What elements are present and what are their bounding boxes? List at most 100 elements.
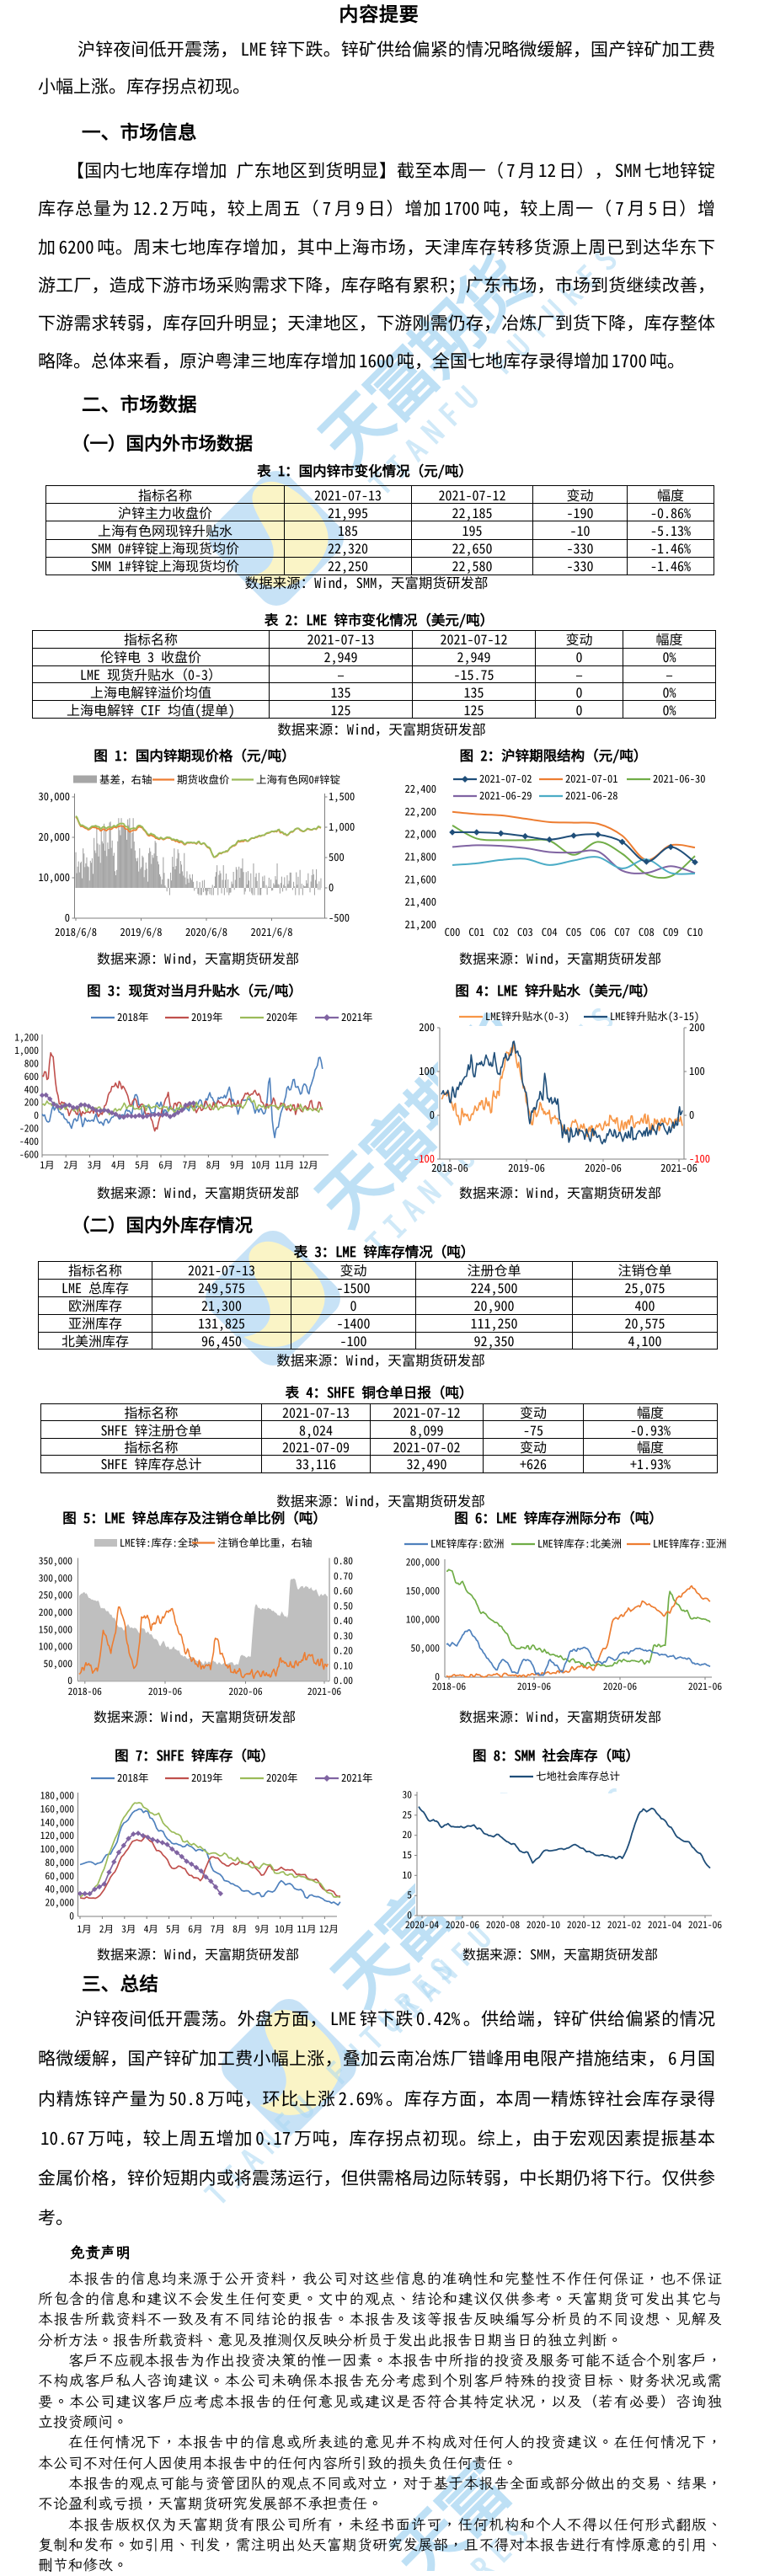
svg-text:800: 800 — [24, 1056, 39, 1070]
svg-text:2018年: 2018年 — [117, 1769, 149, 1785]
svg-text:2021-06: 2021-06 — [307, 1685, 341, 1698]
svg-text:基差，右轴: 基差，右轴 — [99, 771, 152, 787]
svg-text:1月: 1月 — [77, 1922, 91, 1936]
svg-text:图 6：LME 锌库存洲际分布（吨）: 图 6：LME 锌库存洲际分布（吨） — [454, 1507, 663, 1527]
svg-text:3月: 3月 — [121, 1922, 136, 1936]
svg-text:图 3：现货对当月升贴水（元/吨）: 图 3：现货对当月升贴水（元/吨） — [87, 980, 302, 1000]
svg-text:5月: 5月 — [135, 1158, 149, 1172]
svg-text:150,000: 150,000 — [39, 1622, 72, 1636]
svg-text:30: 30 — [403, 1788, 413, 1802]
svg-text:2020-06: 2020-06 — [603, 1680, 637, 1693]
svg-text:2018-06: 2018-06 — [68, 1685, 102, 1698]
svg-text:C01: C01 — [468, 923, 484, 939]
svg-text:200: 200 — [419, 1018, 435, 1034]
svg-text:20: 20 — [403, 1828, 413, 1841]
svg-text:2019-06: 2019-06 — [517, 1680, 551, 1693]
svg-text:C06: C06 — [590, 923, 606, 939]
svg-text:2018年: 2018年 — [117, 1008, 149, 1024]
svg-text:300,000: 300,000 — [39, 1571, 72, 1585]
svg-text:图 1：国内锌期现价格（元/吨）: 图 1：国内锌期现价格（元/吨） — [94, 745, 295, 765]
svg-text:8月: 8月 — [233, 1922, 247, 1936]
svg-text:40,000: 40,000 — [45, 1883, 75, 1896]
svg-text:C03: C03 — [517, 923, 533, 939]
svg-text:数据来源：SMM，天富期货研发部: 数据来源：SMM，天富期货研发部 — [462, 1943, 658, 1964]
svg-text:20,000: 20,000 — [45, 1896, 75, 1910]
svg-text:6月: 6月 — [158, 1158, 173, 1172]
svg-text:21,200: 21,200 — [404, 916, 436, 932]
svg-text:22,000: 22,000 — [404, 826, 436, 842]
svg-text:2月: 2月 — [64, 1158, 78, 1172]
svg-text:0: 0 — [430, 1106, 435, 1122]
svg-text:10月: 10月 — [251, 1158, 270, 1172]
svg-text:0: 0 — [329, 879, 334, 895]
svg-text:7月: 7月 — [183, 1158, 197, 1172]
svg-text:2021/6/8: 2021/6/8 — [250, 923, 292, 939]
svg-text:-600: -600 — [19, 1148, 39, 1162]
svg-text:2019年: 2019年 — [191, 1008, 223, 1024]
svg-text:500: 500 — [329, 848, 345, 864]
svg-text:期货收盘价: 期货收盘价 — [177, 771, 230, 787]
svg-text:22,200: 22,200 — [404, 803, 436, 819]
svg-text:80,000: 80,000 — [45, 1856, 75, 1869]
svg-text:数据来源：Wind，天富期货研发部: 数据来源：Wind，天富期货研发部 — [94, 1706, 296, 1726]
svg-text:140,000: 140,000 — [40, 1815, 74, 1829]
svg-text:9月: 9月 — [230, 1158, 244, 1172]
svg-text:C07: C07 — [614, 923, 630, 939]
svg-text:2020-12: 2020-12 — [567, 1918, 601, 1932]
svg-text:2020/6/8: 2020/6/8 — [185, 923, 227, 939]
svg-text:2019-06: 2019-06 — [148, 1685, 182, 1698]
svg-text:2020-08: 2020-08 — [486, 1918, 520, 1932]
svg-text:2021-06-29: 2021-06-29 — [479, 787, 532, 803]
svg-text:10,000: 10,000 — [38, 868, 70, 884]
svg-text:10月: 10月 — [275, 1922, 294, 1936]
svg-text:C00: C00 — [445, 923, 461, 939]
svg-text:图 8：SMM 社会库存（吨）: 图 8：SMM 社会库存（吨） — [473, 1745, 639, 1765]
svg-text:120,000: 120,000 — [40, 1829, 74, 1842]
svg-text:C09: C09 — [663, 923, 679, 939]
svg-text:22,400: 22,400 — [404, 780, 436, 796]
svg-text:5: 5 — [407, 1889, 412, 1902]
svg-text:数据来源：Wind，天富期货研发部: 数据来源：Wind，天富期货研发部 — [459, 948, 661, 968]
svg-text:60,000: 60,000 — [45, 1869, 75, 1883]
svg-text:2021年: 2021年 — [341, 1008, 373, 1024]
svg-text:200,000: 200,000 — [406, 1556, 440, 1569]
svg-text:-200: -200 — [19, 1122, 39, 1136]
svg-text:0.80: 0.80 — [334, 1554, 353, 1568]
svg-text:2019年: 2019年 — [191, 1769, 223, 1785]
svg-text:15: 15 — [403, 1848, 413, 1862]
svg-text:4月: 4月 — [144, 1922, 158, 1936]
svg-text:20,000: 20,000 — [38, 828, 70, 844]
svg-text:2021-06-30: 2021-06-30 — [653, 770, 706, 786]
svg-text:6月: 6月 — [188, 1922, 202, 1936]
svg-text:2021-06: 2021-06 — [688, 1680, 722, 1693]
svg-text:LME锌库存:亚洲: LME锌库存:亚洲 — [653, 1535, 727, 1551]
svg-text:图 7：SHFE 锌库存（吨）: 图 7：SHFE 锌库存（吨） — [115, 1745, 275, 1765]
svg-text:0.40: 0.40 — [334, 1614, 353, 1627]
svg-text:注销仓单比重，右轴: 注销仓单比重，右轴 — [217, 1534, 313, 1550]
svg-text:-400: -400 — [19, 1135, 39, 1148]
svg-text:600: 600 — [24, 1070, 39, 1083]
svg-text:1,000: 1,000 — [329, 818, 355, 834]
svg-text:2021-06-28: 2021-06-28 — [565, 787, 618, 803]
svg-text:21,800: 21,800 — [404, 848, 436, 864]
svg-text:10: 10 — [403, 1868, 413, 1882]
svg-text:200: 200 — [24, 1096, 39, 1109]
svg-text:11月: 11月 — [275, 1158, 295, 1172]
svg-text:0.30: 0.30 — [334, 1629, 353, 1643]
svg-text:图 5：LME 锌总库存及注销仓单比例（吨）: 图 5：LME 锌总库存及注销仓单比例（吨） — [62, 1507, 327, 1527]
svg-text:50,000: 50,000 — [44, 1657, 73, 1670]
svg-text:0.10: 0.10 — [334, 1659, 353, 1672]
svg-text:数据来源：Wind，天富期货研发部: 数据来源：Wind，天富期货研发部 — [97, 1182, 299, 1202]
svg-text:100: 100 — [419, 1062, 435, 1078]
svg-text:2021-07-01: 2021-07-01 — [565, 770, 618, 786]
svg-text:2021-02: 2021-02 — [607, 1918, 641, 1932]
svg-text:2月: 2月 — [99, 1922, 114, 1936]
svg-text:350,000: 350,000 — [39, 1554, 72, 1568]
svg-text:七地社会库存总计: 七地社会库存总计 — [536, 1767, 620, 1783]
svg-text:2018-06: 2018-06 — [432, 1680, 466, 1693]
svg-text:C04: C04 — [542, 923, 558, 939]
svg-text:11月: 11月 — [297, 1922, 317, 1936]
svg-text:50,000: 50,000 — [411, 1642, 441, 1655]
svg-text:图 2：沪锌期限结构（元/吨）: 图 2：沪锌期限结构（元/吨） — [460, 745, 648, 765]
svg-text:8月: 8月 — [206, 1158, 221, 1172]
